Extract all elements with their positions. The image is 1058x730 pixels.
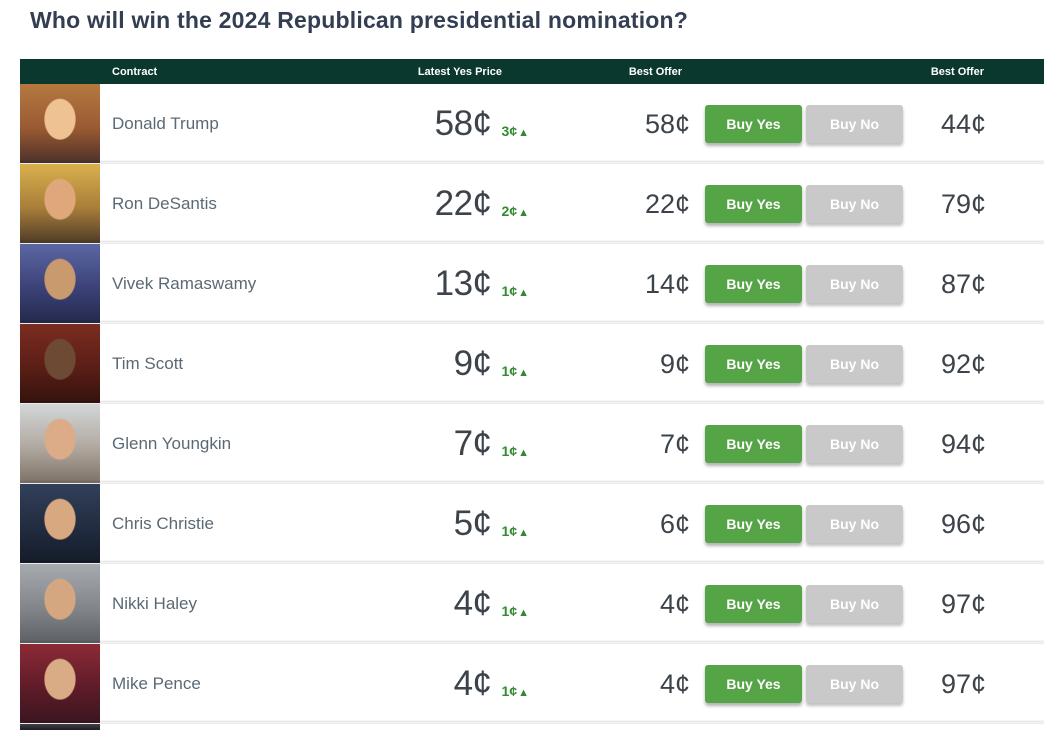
buy-yes-button[interactable]: Buy Yes <box>705 265 802 303</box>
candidate-name: Tim Scott <box>112 354 184 373</box>
table-row-partial <box>20 724 1044 730</box>
best-offer-yes-price: 14¢ <box>644 268 690 299</box>
buy-yes-button[interactable]: Buy Yes <box>705 345 802 383</box>
candidate-photo <box>20 404 100 484</box>
buy-no-button[interactable]: Buy No <box>806 105 903 143</box>
best-offer-no-price: 96¢ <box>940 508 986 539</box>
price-change: 1¢▲ <box>501 683 529 699</box>
price-up-icon: ▲ <box>518 607 529 619</box>
candidate-photo <box>20 324 100 404</box>
candidate-photo <box>20 84 100 164</box>
buy-yes-button[interactable]: Buy Yes <box>705 665 802 703</box>
price-up-icon: ▲ <box>518 687 529 699</box>
latest-yes-price: 9¢ <box>453 344 492 383</box>
header-latest-yes-price: Latest Yes Price <box>417 65 502 78</box>
latest-yes-price: 5¢ <box>453 504 492 543</box>
buy-no-button[interactable]: Buy No <box>806 585 903 623</box>
candidate-photo <box>20 244 100 324</box>
best-offer-yes-price: 4¢ <box>659 668 690 699</box>
candidate-photo <box>20 724 100 730</box>
buy-no-button[interactable]: Buy No <box>806 265 903 303</box>
buy-yes-button[interactable]: Buy Yes <box>705 505 802 543</box>
best-offer-no-price: 97¢ <box>940 588 986 619</box>
buy-no-button[interactable]: Buy No <box>806 665 903 703</box>
candidate-name: Glenn Youngkin <box>112 434 232 453</box>
best-offer-no-price: 87¢ <box>940 268 986 299</box>
best-offer-no-price: 44¢ <box>940 108 986 139</box>
buy-yes-button[interactable]: Buy Yes <box>705 425 802 463</box>
candidate-name: Vivek Ramaswamy <box>112 274 257 293</box>
candidate-name: Chris Christie <box>112 514 215 533</box>
buy-yes-button[interactable]: Buy Yes <box>705 585 802 623</box>
table-row: Donald Trump 58¢ 3¢▲ 58¢ Buy Yes Buy No … <box>20 84 1044 164</box>
candidate-photo <box>20 644 100 724</box>
table-row: Glenn Youngkin 7¢ 1¢▲ 7¢ Buy Yes Buy No … <box>20 404 1044 484</box>
price-change: 1¢▲ <box>501 283 529 299</box>
best-offer-yes-price: 6¢ <box>659 508 690 539</box>
table-row: Mike Pence 4¢ 1¢▲ 4¢ Buy Yes Buy No 97¢ <box>20 644 1044 724</box>
price-up-icon: ▲ <box>518 287 529 299</box>
latest-yes-price: 4¢ <box>453 664 492 703</box>
best-offer-yes-price: 22¢ <box>644 188 690 219</box>
price-up-icon: ▲ <box>518 367 529 379</box>
price-change: 3¢▲ <box>501 123 529 139</box>
candidate-photo <box>20 564 100 644</box>
price-up-icon: ▲ <box>518 527 529 539</box>
price-up-icon: ▲ <box>518 127 529 139</box>
table-row: Chris Christie 5¢ 1¢▲ 6¢ Buy Yes Buy No … <box>20 484 1044 564</box>
candidate-photo <box>20 164 100 244</box>
latest-yes-price: 7¢ <box>453 424 492 463</box>
best-offer-yes-price: 7¢ <box>659 428 690 459</box>
candidate-photo <box>20 484 100 564</box>
header-best-offer-no: Best Offer <box>930 65 984 78</box>
best-offer-no-price: 94¢ <box>940 428 986 459</box>
best-offer-yes-price: 9¢ <box>659 348 690 379</box>
table-row: Nikki Haley 4¢ 1¢▲ 4¢ Buy Yes Buy No 97¢ <box>20 564 1044 644</box>
buy-no-button[interactable]: Buy No <box>806 345 903 383</box>
latest-yes-price: 4¢ <box>453 584 492 623</box>
candidate-name: Nikki Haley <box>112 594 198 613</box>
table-row: Tim Scott 9¢ 1¢▲ 9¢ Buy Yes Buy No 92¢ <box>20 324 1044 404</box>
price-change: 2¢▲ <box>501 203 529 219</box>
best-offer-yes-price: 4¢ <box>659 588 690 619</box>
buy-yes-button[interactable]: Buy Yes <box>705 105 802 143</box>
price-change: 1¢▲ <box>501 363 529 379</box>
buy-yes-button[interactable]: Buy Yes <box>705 185 802 223</box>
price-up-icon: ▲ <box>518 207 529 219</box>
latest-yes-price: 58¢ <box>434 104 492 143</box>
price-change: 1¢▲ <box>501 443 529 459</box>
page-title: Who will win the 2024 Republican preside… <box>30 7 689 33</box>
table-header: Contract Latest Yes Price Best Offer Bes… <box>20 59 1044 84</box>
price-change: 1¢▲ <box>501 523 529 539</box>
candidate-name: Donald Trump <box>112 114 219 133</box>
buy-no-button[interactable]: Buy No <box>806 505 903 543</box>
latest-yes-price: 22¢ <box>434 184 492 223</box>
candidate-name: Mike Pence <box>112 674 201 693</box>
best-offer-no-price: 97¢ <box>940 668 986 699</box>
candidate-name: Ron DeSantis <box>112 194 217 213</box>
best-offer-no-price: 79¢ <box>940 188 986 219</box>
header-contract: Contract <box>112 65 158 78</box>
header-best-offer-yes: Best Offer <box>628 65 682 78</box>
buy-no-button[interactable]: Buy No <box>806 185 903 223</box>
market-table: Contract Latest Yes Price Best Offer Bes… <box>20 59 1044 730</box>
buy-no-button[interactable]: Buy No <box>806 425 903 463</box>
best-offer-no-price: 92¢ <box>940 348 986 379</box>
table-row: Ron DeSantis 22¢ 2¢▲ 22¢ Buy Yes Buy No … <box>20 164 1044 244</box>
best-offer-yes-price: 58¢ <box>644 108 690 139</box>
price-change: 1¢▲ <box>501 603 529 619</box>
latest-yes-price: 13¢ <box>434 264 492 303</box>
price-up-icon: ▲ <box>518 447 529 459</box>
table-row: Vivek Ramaswamy 13¢ 1¢▲ 14¢ Buy Yes Buy … <box>20 244 1044 324</box>
